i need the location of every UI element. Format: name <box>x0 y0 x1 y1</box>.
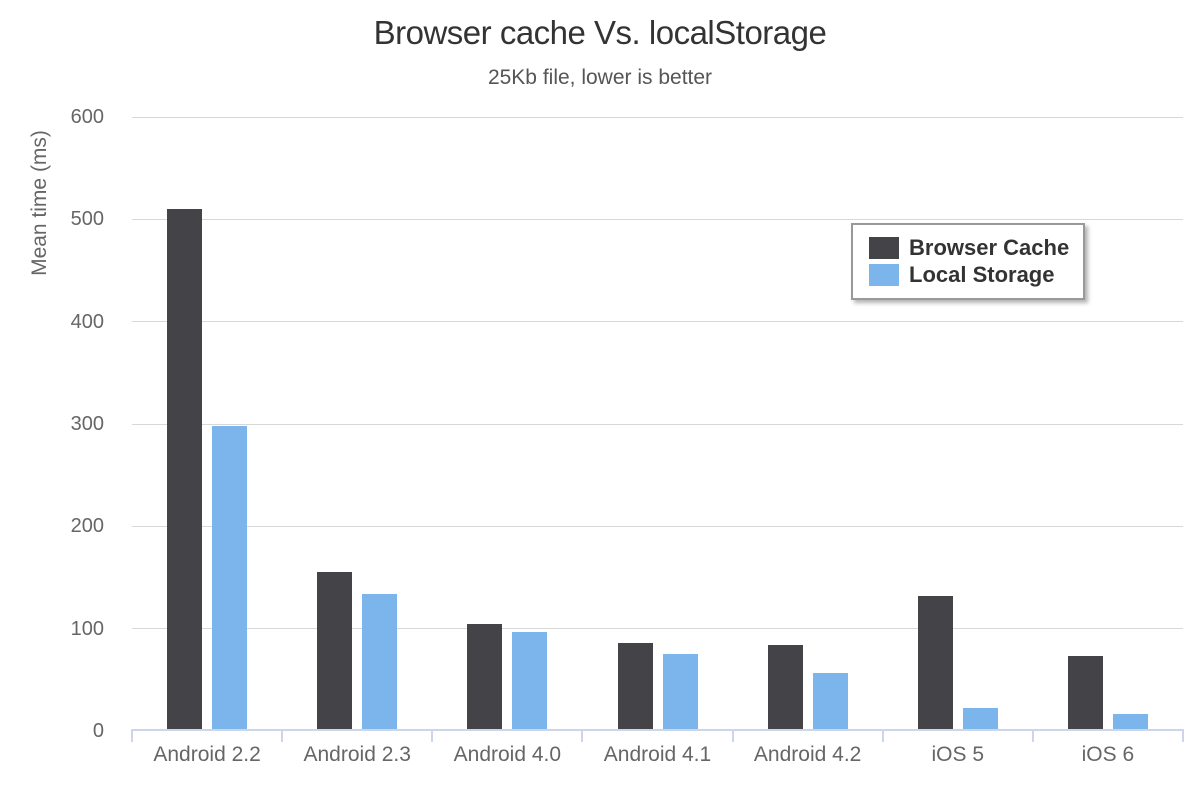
legend-item-local-storage[interactable]: Local Storage <box>869 262 1069 288</box>
x-axis-tick <box>731 729 734 742</box>
bar-local-storage <box>962 707 998 729</box>
x-axis-label: iOS 6 <box>1081 743 1135 766</box>
x-axis-label: Android 2.3 <box>303 743 411 766</box>
x-axis-label: Android 4.2 <box>753 743 862 766</box>
bar-browser-cache <box>167 208 203 729</box>
bar-browser-cache <box>467 623 503 729</box>
y-axis-label: 500 <box>70 208 104 231</box>
bar-local-storage <box>362 594 398 729</box>
x-axis-tick <box>581 729 584 742</box>
gridline <box>132 628 1183 630</box>
legend-label: Browser Cache <box>909 235 1070 260</box>
plot-area <box>131 116 1184 742</box>
gridline <box>132 423 1183 425</box>
y-axis-label: 200 <box>70 515 104 538</box>
x-axis-tick <box>881 729 884 742</box>
bar-browser-cache <box>917 596 953 729</box>
y-axis-label: 100 <box>70 617 104 640</box>
bar-browser-cache <box>317 571 353 729</box>
legend-swatch <box>869 264 899 286</box>
bar-local-storage <box>212 426 248 729</box>
x-axis-label: Android 4.1 <box>603 743 712 766</box>
x-axis-tick <box>1031 729 1034 742</box>
chart-subtitle: 25Kb file, lower is better <box>487 66 713 89</box>
gridline <box>132 321 1183 323</box>
bar-local-storage <box>812 672 848 729</box>
x-axis-labels: Android 2.2 Android 2.3 Android 4.0 Android… <box>132 742 1183 772</box>
x-axis-tick <box>431 729 434 742</box>
x-axis-label: Android 2.2 <box>153 743 261 766</box>
x-axis-label: iOS 5 <box>931 743 985 766</box>
gridline <box>132 525 1183 527</box>
y-axis-labels: 0 100 200 300 400 500 600 <box>0 106 104 742</box>
x-axis-label: Android 4.0 <box>453 743 562 766</box>
x-axis-tick <box>1182 729 1184 742</box>
y-axis-label: 600 <box>70 106 104 128</box>
y-axis-label: 400 <box>70 310 104 333</box>
bar-local-storage <box>662 653 698 729</box>
x-axis-line <box>132 729 1183 731</box>
gridline <box>132 116 1183 118</box>
x-axis-tick <box>281 729 284 742</box>
legend-swatch <box>869 237 899 259</box>
legend-label: Local Storage <box>909 262 1055 287</box>
bar-local-storage <box>1112 713 1148 729</box>
x-axis-tick <box>131 729 133 742</box>
legend-item-browser-cache[interactable]: Browser Cache <box>869 235 1069 261</box>
bar-local-storage <box>512 632 548 729</box>
y-axis-label: 0 <box>92 720 104 742</box>
bar-browser-cache <box>617 643 653 729</box>
y-axis-label: 300 <box>70 413 104 435</box>
bar-browser-cache <box>1067 655 1103 729</box>
gridline <box>132 218 1183 220</box>
chart-title: Browser cache Vs. localStorage <box>373 14 827 51</box>
legend: Browser Cache Local Storage <box>851 223 1086 300</box>
bar-browser-cache <box>767 645 803 729</box>
